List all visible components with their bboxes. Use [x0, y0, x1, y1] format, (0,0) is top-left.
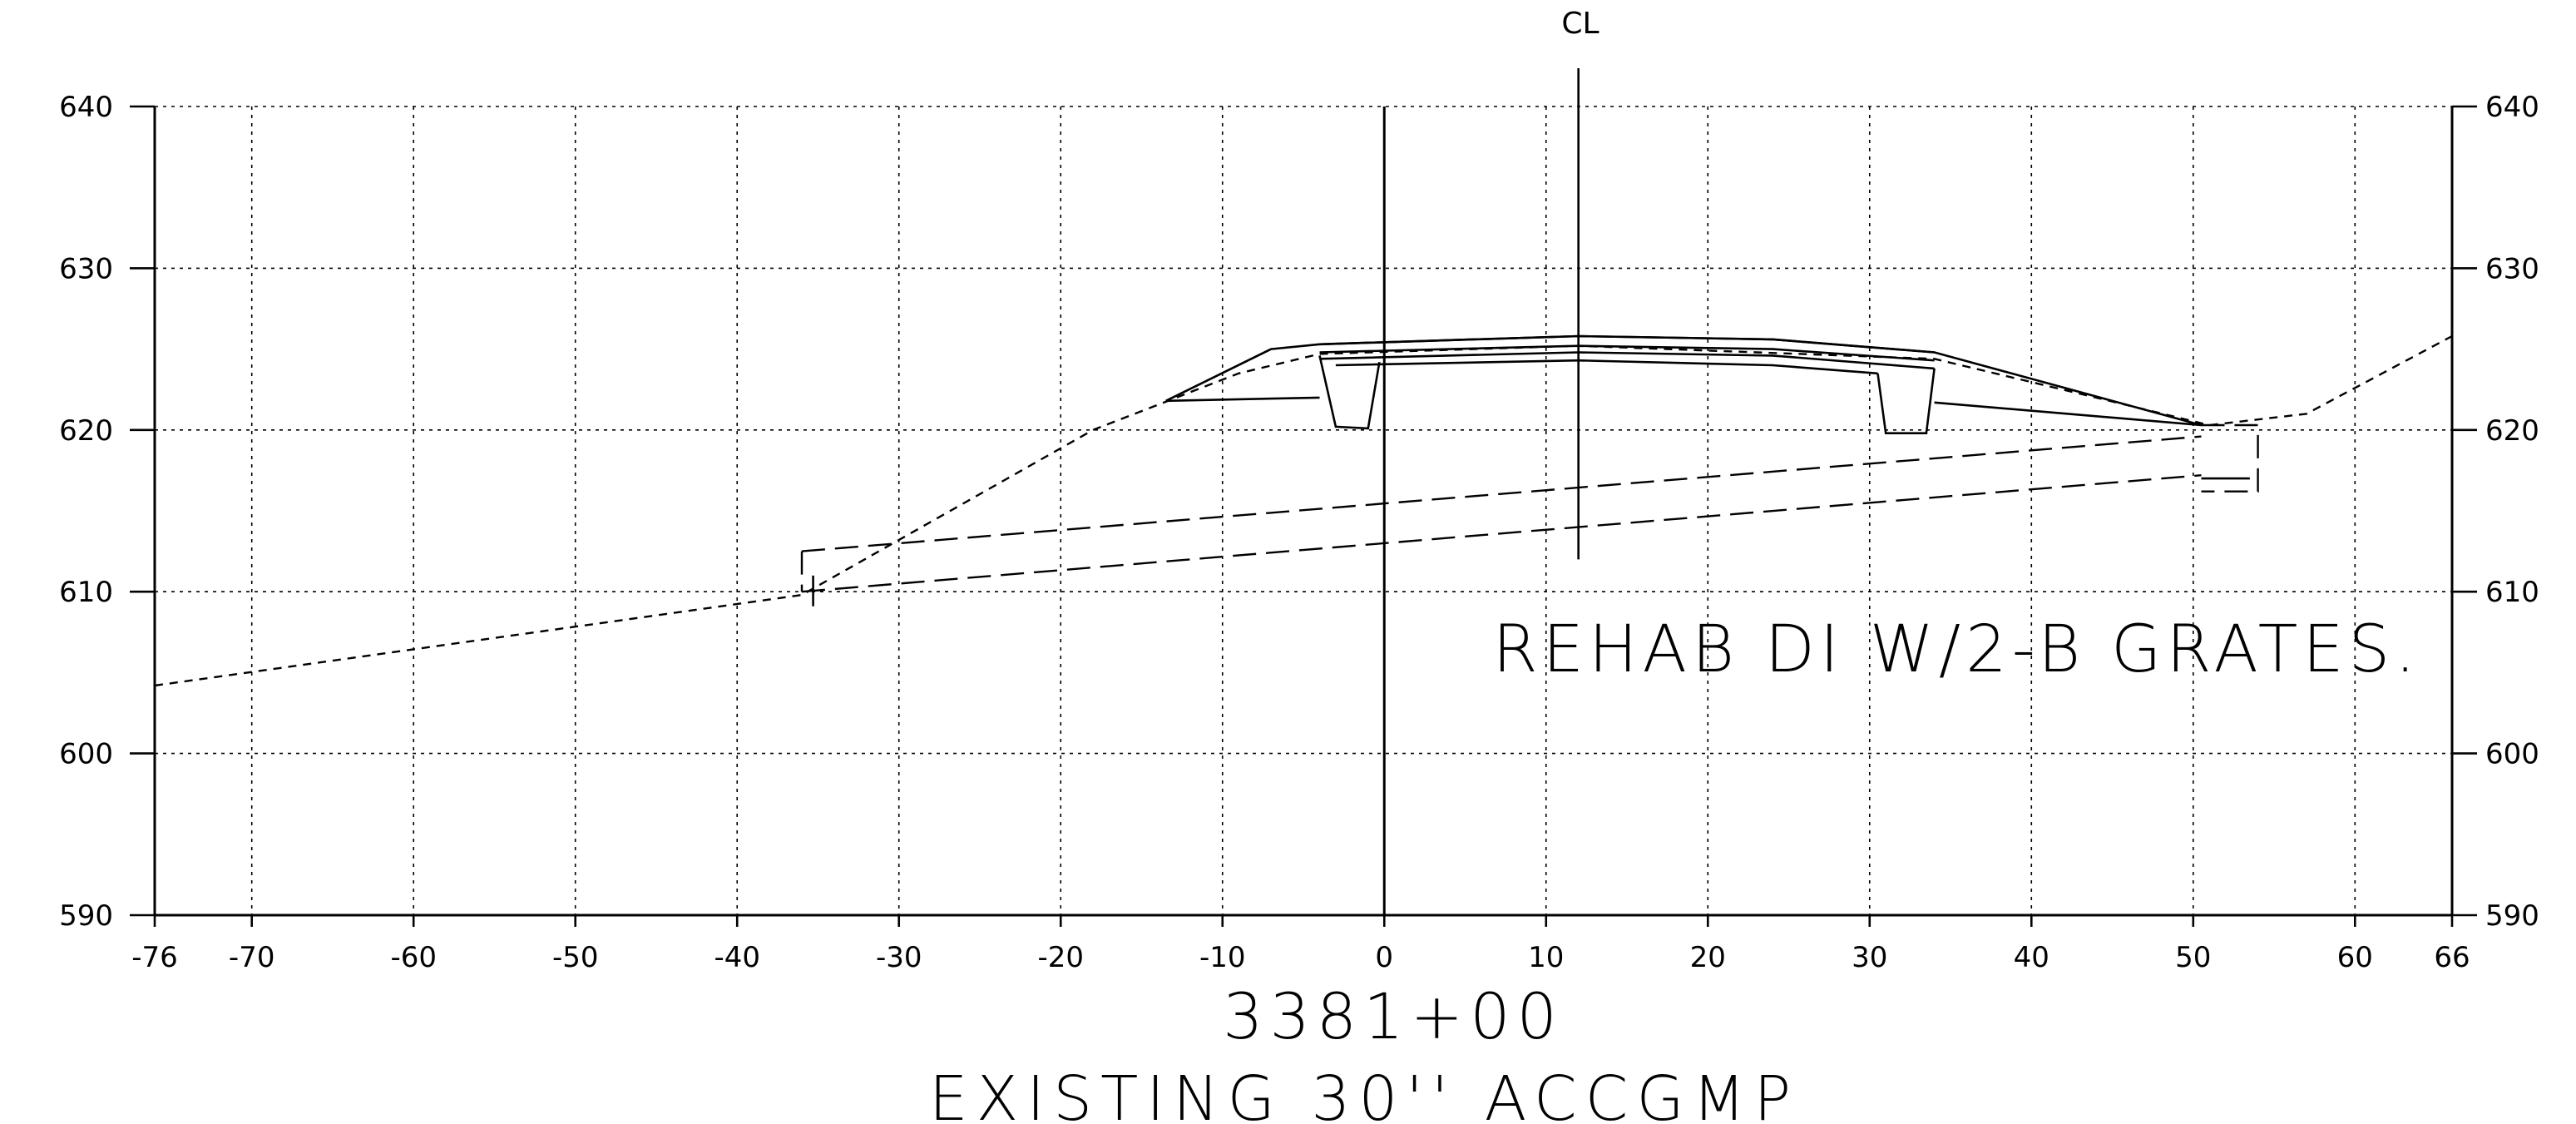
section-geometry — [154, 68, 2453, 687]
centerline-label: CL — [1561, 7, 1599, 41]
y-tick-label-left: 590 — [59, 899, 113, 933]
x-tick-label: 10 — [1528, 941, 1564, 974]
y-tick-label-left: 640 — [59, 91, 113, 124]
pavement-layer-line — [1335, 359, 1878, 375]
x-tick-label: -50 — [552, 941, 599, 974]
x-tick-label: 50 — [2175, 941, 2211, 974]
x-tick-label: 40 — [2014, 941, 2049, 974]
y-tick-label-right: 610 — [2485, 576, 2539, 609]
y-tick-label-right: 640 — [2485, 91, 2539, 124]
curb-outline — [1318, 355, 1381, 430]
x-tick-label: 30 — [1852, 941, 1887, 974]
caption-label: EXISTING 30'' ACCGMP — [929, 1063, 1799, 1124]
y-tick-label-right: 630 — [2485, 252, 2539, 285]
station-label: 3381+00 — [1223, 979, 1564, 1053]
x-tick-label: -40 — [714, 941, 760, 974]
x-tick-label: 66 — [2434, 941, 2470, 974]
pavement-layer-line — [1319, 344, 1935, 362]
axis-labels: -76 -70 -60 -50 -40 -30 -20 -10 0 10 20 30 40 50 60 66 5… — [59, 91, 2539, 974]
y-tick-label-left: 610 — [59, 576, 113, 609]
pavement-layer-line — [1319, 351, 1935, 370]
x-tick-label: -76 — [131, 941, 178, 974]
drainage-structure-outline — [2201, 423, 2259, 493]
x-tick-label: 60 — [2337, 941, 2373, 974]
grid-lines — [155, 106, 2452, 915]
x-tick-label: -70 — [229, 941, 275, 974]
x-tick-label: -60 — [390, 941, 437, 974]
y-tick-label-right: 600 — [2485, 738, 2539, 771]
curb-outline — [1876, 368, 1936, 435]
x-tick-label: 20 — [1690, 941, 1726, 974]
pavement-layer-line — [1319, 334, 1935, 354]
annotation-text: REHAB DI W/2-B GRATES. — [1493, 612, 2421, 687]
x-tick-label: -20 — [1037, 941, 1084, 974]
y-tick-label-right: 620 — [2485, 414, 2539, 448]
axis-ticks — [130, 105, 2477, 927]
shoulder-line — [1165, 396, 1320, 403]
x-tick-label: -10 — [1199, 941, 1246, 974]
y-tick-label-left: 600 — [59, 738, 113, 771]
y-tick-label-right: 590 — [2485, 899, 2539, 933]
plot-frame — [153, 106, 2454, 917]
x-tick-label: 0 — [1375, 941, 1393, 974]
pipe-invert-line — [801, 474, 2202, 593]
x-tick-label: -30 — [876, 941, 922, 974]
shoulder-line — [1934, 401, 2202, 427]
y-tick-label-left: 630 — [59, 252, 113, 285]
y-tick-label-left: 620 — [59, 414, 113, 448]
pipe-top-line — [801, 435, 2202, 552]
